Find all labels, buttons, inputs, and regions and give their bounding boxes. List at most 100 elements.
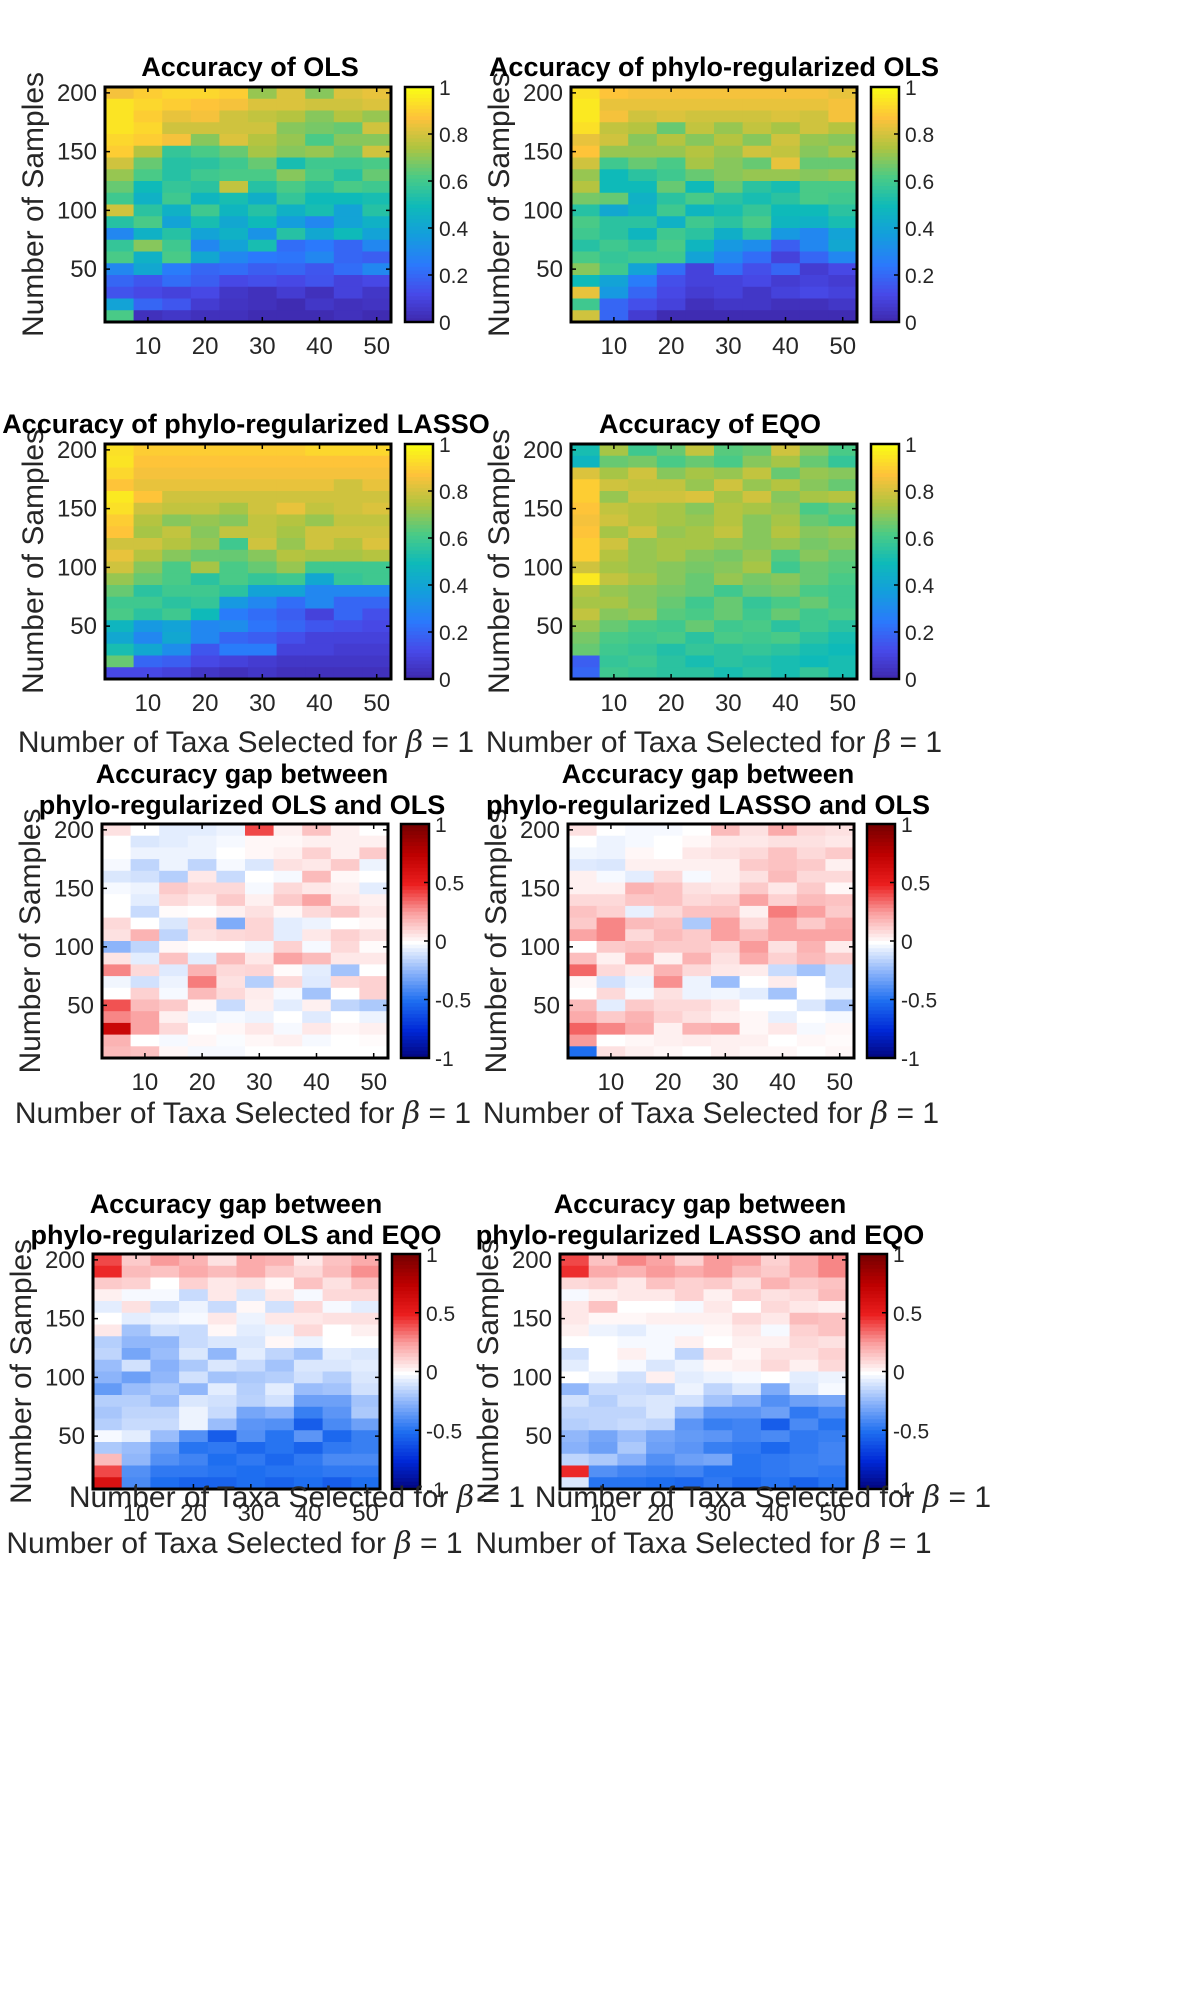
heatmap-cell [130, 1046, 160, 1059]
colorbar-segment [859, 1290, 887, 1295]
heatmap-cell [162, 455, 192, 469]
heatmap-cell [760, 1395, 791, 1408]
heatmap-cell [219, 620, 249, 633]
colorbar-segment [871, 609, 899, 614]
heatmap-cell [162, 643, 192, 657]
heatmap-cell [825, 835, 855, 848]
heatmap-cell [102, 882, 132, 895]
colorbar-segment [871, 561, 899, 566]
x-axis-label: Number of Taxa Selected for β = 1 [535, 1480, 991, 1515]
heatmap-cell [219, 263, 249, 276]
heatmap-cell [711, 952, 741, 965]
heatmap-cell [596, 1022, 626, 1036]
heatmap-cell [760, 1453, 791, 1467]
heatmap-cell [625, 870, 655, 884]
heatmap-cell [796, 999, 826, 1012]
heatmap-cell [771, 145, 801, 159]
heatmap-cell [362, 620, 392, 633]
colorbar-segment [405, 579, 433, 585]
heatmap-cell [187, 882, 217, 895]
heatmap-cell [162, 655, 192, 668]
heatmap-cell [330, 1046, 360, 1059]
heatmap-cell [105, 632, 135, 645]
colorbar-segment [871, 557, 899, 563]
heatmap-cell [162, 491, 192, 504]
colorbar-segment [871, 645, 899, 651]
heatmap-cell [190, 585, 220, 598]
heatmap-cell [789, 1312, 819, 1326]
heatmap-cell [685, 275, 715, 288]
colorbar-segment [401, 1017, 429, 1023]
heatmap-cell [305, 643, 335, 657]
colorbar-segment [405, 215, 433, 220]
heatmap-cell [825, 941, 855, 954]
heatmap-cell [159, 929, 189, 942]
heatmap-cell [305, 455, 335, 469]
heatmap-cell [571, 561, 601, 574]
colorbar-segment [405, 568, 433, 574]
heatmap-cell [628, 491, 658, 504]
heatmap-cell [771, 157, 801, 170]
colorbar-segment [871, 521, 899, 526]
heatmap-cell [187, 941, 217, 954]
heatmap-cell [617, 1418, 647, 1431]
colorbar-segment [871, 477, 899, 482]
heatmap-cell [560, 1336, 590, 1349]
heatmap-cell [732, 1336, 762, 1349]
heatmap-cell [714, 502, 744, 516]
heatmap-cell [674, 1324, 705, 1337]
heatmap-cell [359, 976, 389, 989]
heatmap-cell [351, 1395, 381, 1408]
heatmap-cell [674, 1465, 705, 1478]
heatmap-cell [305, 310, 335, 323]
heatmap-cell [825, 976, 855, 989]
heatmap-cell [714, 632, 744, 645]
heatmap-cell [646, 1254, 676, 1267]
heatmap-cell [742, 204, 772, 217]
colorbar-segment [871, 266, 899, 272]
heatmap-cell [825, 882, 855, 895]
heatmap-cell [190, 263, 220, 276]
heatmap-cell [150, 1395, 180, 1408]
heatmap-cell [330, 835, 360, 848]
colorbar-tick-label: -1 [893, 1479, 912, 1502]
heatmap-cell [179, 1477, 209, 1490]
heatmap-cell [560, 1324, 590, 1337]
colorbar-segment [405, 510, 433, 515]
colorbar-segment [405, 653, 433, 658]
heatmap-cell [302, 941, 332, 954]
colorbar-segment [405, 248, 433, 253]
colorbar-segment [401, 973, 429, 979]
heatmap-cell [714, 538, 744, 551]
colorbar-segment [405, 178, 433, 184]
heatmap-cell [646, 1265, 676, 1279]
heatmap-cell [571, 251, 601, 264]
colorbar-segment [871, 244, 899, 250]
heatmap-cell [742, 467, 772, 480]
colorbar-segment [405, 447, 433, 452]
colorbar-frame [403, 442, 435, 681]
heatmap-cell [159, 999, 189, 1012]
heatmap-cell [121, 1324, 151, 1337]
heatmap-cell [799, 538, 829, 551]
x-tick-label: 30 [246, 1069, 273, 1096]
heatmap-cell [617, 1289, 647, 1302]
heatmap-cell [828, 573, 858, 586]
heatmap-cell [617, 1477, 647, 1490]
heatmap-cell [207, 1277, 238, 1290]
y-axis-label: Number of Samples [472, 1239, 505, 1504]
colorbar-frame [403, 85, 435, 324]
colorbar-segment [867, 955, 895, 960]
heatmap-cell [330, 847, 360, 860]
heatmap-cell [93, 1371, 123, 1384]
heatmap-cell [568, 952, 598, 965]
heatmap-cell [351, 1418, 381, 1431]
heatmap-cell [150, 1301, 180, 1314]
heatmap-cell [599, 251, 629, 264]
heatmap-cell [571, 502, 601, 516]
colorbar-segment [871, 116, 899, 121]
heatmap-cell [828, 655, 858, 668]
colorbar-segment [401, 856, 429, 862]
heatmap-cell [121, 1477, 151, 1490]
chart-title: phylo-regularized OLS and OLS [39, 790, 446, 820]
